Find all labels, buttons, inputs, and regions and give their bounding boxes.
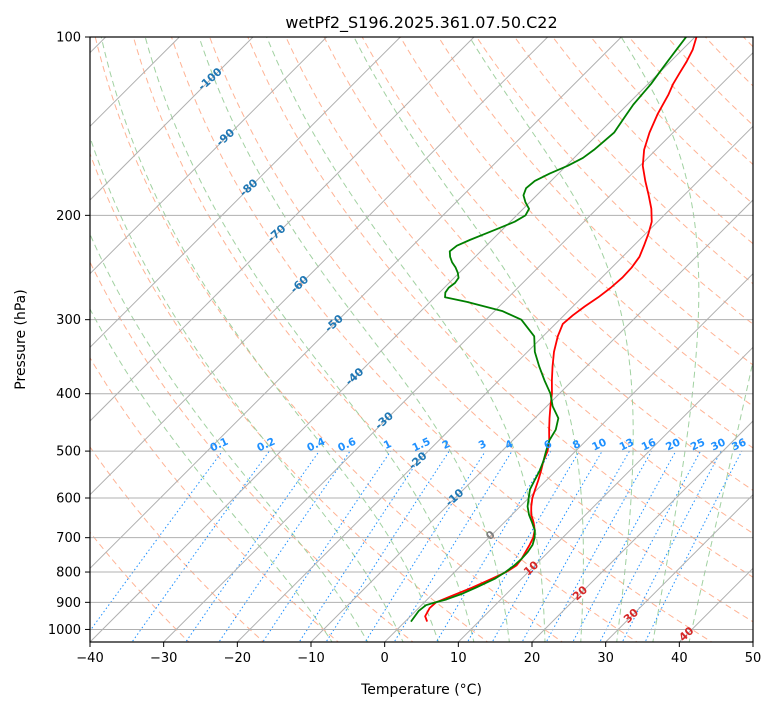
x-axis-tick-label: −10 [297, 651, 324, 666]
isotherm-grid-line [457, 346, 753, 642]
mixing-ratio-label: 30 [709, 436, 727, 453]
y-axis-tick-label: 200 [56, 209, 81, 224]
dry-adiabat-line [90, 260, 414, 642]
y-axis-tick-label: 300 [56, 313, 81, 328]
x-axis-tick-label: 10 [450, 651, 467, 666]
x-axis-tick-label: 50 [745, 651, 762, 666]
x-axis-tick-label: 40 [671, 651, 688, 666]
y-axis-tick-label: 1000 [48, 623, 81, 638]
mixing-ratio-label: 36 [730, 436, 748, 453]
isotherm-grid-line [90, 37, 401, 349]
dewpoint-profile-line [410, 37, 687, 623]
isotherm-grid-line [90, 37, 696, 642]
mixing-ratio-line [185, 450, 320, 642]
x-axis-tick-label: −40 [76, 651, 103, 666]
mixing-ratio-line [131, 450, 270, 642]
y-axis-label: Pressure (hPa) [13, 289, 29, 389]
y-axis-tick-label: 900 [56, 596, 81, 611]
x-axis-tick-label: 0 [381, 651, 389, 666]
isotherm-grid-line [90, 37, 622, 570]
axes: −40 −30 −20 −10 0 10 20 30 40 50 100 200 300 400 500 60… [48, 31, 761, 667]
isotherm-grid-line [90, 37, 254, 201]
mixing-ratio-label: 8 [571, 438, 583, 452]
mixing-ratio-line [393, 450, 513, 642]
mixing-ratio-line [572, 450, 677, 642]
isotherm-grid-line [310, 199, 753, 642]
y-axis-tick-label: 700 [56, 531, 81, 546]
mixing-ratio-line [218, 450, 351, 642]
x-axis-tick-label: −30 [150, 651, 177, 666]
isotherm-grid-line [605, 493, 753, 642]
mixing-ratio-line [599, 450, 701, 642]
isotherm-grid-line [384, 272, 753, 642]
mixing-ratio-label: 4 [503, 438, 515, 452]
isotherm-grid-line [236, 125, 753, 642]
y-axis-tick-label: 100 [56, 31, 81, 46]
isotherm-grid-line [90, 37, 328, 275]
y-axis-tick-label: 500 [56, 445, 81, 460]
mixing-ratio-label: 13 [618, 436, 636, 453]
mixing-ratio-label: 3 [477, 438, 489, 452]
x-axis-tick-label: −20 [224, 651, 251, 666]
chart-title: wetPf2_S196.2025.361.07.50.C22 [285, 13, 557, 33]
dry-adiabat-line [90, 152, 489, 642]
isotherm-grid-line [531, 420, 753, 642]
isotherm-grid-line [90, 37, 549, 496]
dry-adiabat-line [514, 37, 753, 285]
x-axis-label: Temperature (°C) [360, 682, 482, 698]
isotherm-grid-line [90, 37, 475, 422]
x-axis-tick-label: 20 [524, 651, 541, 666]
mixing-ratio-line [621, 450, 722, 642]
y-axis-tick-label: 600 [56, 492, 81, 507]
dry-adiabat-line [475, 37, 753, 325]
mixing-ratio-label: 25 [689, 436, 707, 453]
plot-guides [90, 37, 753, 642]
mixing-ratio-line [298, 450, 425, 642]
isotherm-grid-line [163, 51, 753, 642]
mixing-ratio-label: 20 [664, 436, 682, 453]
mixing-ratio-label: 1 [382, 438, 394, 452]
x-axis-tick-label: 30 [597, 651, 614, 666]
plot-series [410, 37, 698, 623]
mixing-ratio-label: 2 [440, 438, 452, 452]
mixing-ratio-label: 10 [590, 436, 608, 453]
plot-frame [89, 36, 754, 643]
mixing-ratio-line [262, 450, 392, 642]
mixing-ratio-label: 16 [640, 436, 658, 453]
mixing-ratio-line [325, 450, 450, 642]
y-axis-tick-label: 800 [56, 566, 81, 581]
mixing-ratio-line [90, 450, 223, 632]
moist-adiabat-line [90, 233, 369, 642]
y-axis-tick-label: 400 [56, 387, 81, 402]
mixing-ratio-line [466, 450, 580, 642]
mixing-ratio-label: 6 [542, 438, 554, 452]
